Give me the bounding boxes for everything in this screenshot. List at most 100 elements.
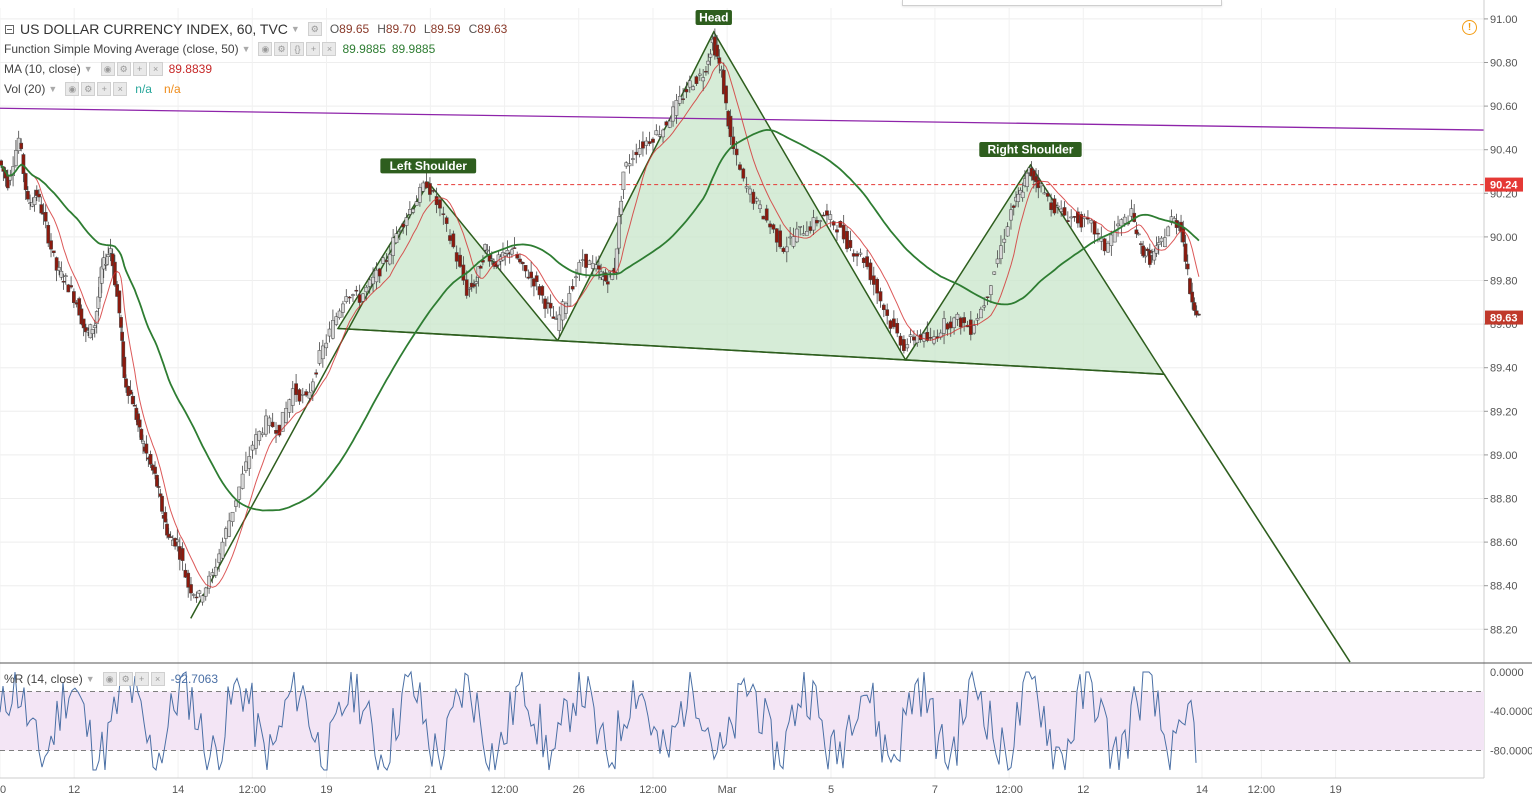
candle-up	[697, 73, 702, 76]
close-icon[interactable]: ×	[113, 82, 128, 96]
chevron-down-icon[interactable]: ▼	[85, 674, 95, 684]
candle-up	[748, 188, 752, 195]
candle-down	[128, 389, 133, 395]
close-value: 89.63	[477, 22, 508, 36]
candle-up	[744, 186, 749, 189]
gear-icon[interactable]: ⚙	[274, 42, 289, 56]
low-value: 89.59	[430, 22, 461, 36]
candle-down	[122, 356, 127, 378]
gear-icon[interactable]: ⚙	[118, 672, 133, 686]
candle-down	[841, 224, 846, 240]
candle-down	[851, 253, 856, 257]
candle-up	[485, 249, 490, 252]
candle-up	[952, 317, 956, 328]
chevron-down-icon[interactable]: ▼	[83, 64, 93, 74]
candle-up	[619, 200, 624, 215]
candle-down	[885, 309, 890, 316]
candle-down	[1185, 263, 1190, 270]
candle-down	[72, 291, 76, 303]
candle-down	[641, 141, 645, 149]
candle-down	[1092, 221, 1097, 235]
candle-down	[401, 223, 406, 228]
close-icon[interactable]: ×	[148, 62, 163, 76]
plus-icon[interactable]: +	[306, 42, 321, 56]
candle-down	[738, 164, 742, 170]
candle-up	[361, 293, 365, 302]
time-tick-label: 12:00	[239, 784, 267, 796]
price-tick-label: 88.60	[1490, 537, 1518, 549]
williams-r-title: %R (14, close)	[4, 672, 83, 686]
volume-value-2: n/a	[163, 82, 181, 96]
candle-down	[156, 486, 161, 488]
candle-up	[324, 342, 329, 349]
candle-up	[227, 520, 232, 537]
candle-up	[334, 316, 339, 325]
candle-down	[77, 298, 82, 316]
candle-up	[267, 417, 272, 426]
candle-up	[691, 86, 695, 91]
candle-up	[197, 590, 202, 594]
candle-down	[441, 213, 446, 215]
candle-up	[617, 216, 621, 249]
candle-up	[1009, 209, 1013, 221]
eye-icon[interactable]: ◉	[65, 82, 80, 96]
candle-down	[1197, 313, 1201, 316]
candle-down	[728, 115, 733, 138]
candle-up	[260, 432, 265, 435]
candle-up	[213, 566, 218, 576]
open-value: 89.65	[339, 22, 370, 36]
chevron-down-icon[interactable]: ▼	[48, 84, 58, 94]
candle-up	[104, 264, 108, 266]
candle-down	[160, 495, 164, 512]
candle-down	[1034, 175, 1038, 182]
code-icon[interactable]: {}	[290, 42, 305, 56]
candle-up	[922, 333, 926, 342]
candle-down	[551, 316, 556, 319]
candle-down	[472, 284, 476, 287]
candle-down	[881, 304, 886, 311]
williams-r-tick-label: 0.0000	[1490, 667, 1524, 679]
candle-down	[354, 289, 359, 292]
candle-down	[478, 265, 483, 269]
candle-down	[66, 284, 71, 293]
candle-down	[132, 405, 137, 407]
close-icon[interactable]: ×	[322, 42, 337, 56]
candle-down	[120, 331, 124, 341]
gear-icon[interactable]: ⚙	[81, 82, 96, 96]
candle-up	[587, 260, 592, 265]
plus-icon[interactable]: +	[97, 82, 112, 96]
price-tick-label: 90.40	[1490, 145, 1518, 157]
price-tick-label: 89.00	[1490, 450, 1518, 462]
eye-icon[interactable]: ◉	[100, 62, 115, 76]
candle-down	[684, 89, 689, 93]
gear-icon[interactable]: ⚙	[307, 22, 322, 36]
candle-down	[584, 253, 588, 268]
candle-up	[580, 259, 585, 261]
gear-icon[interactable]: ⚙	[116, 62, 131, 76]
chevron-down-icon[interactable]: ▼	[290, 24, 300, 34]
candle-down	[119, 317, 123, 328]
candle-up	[1119, 219, 1124, 227]
exclamation-circle-icon[interactable]: !	[1462, 20, 1477, 35]
candle-down	[518, 258, 522, 263]
plus-icon[interactable]: +	[134, 672, 149, 686]
candle-up	[791, 236, 796, 247]
collapse-square-icon[interactable]	[5, 24, 14, 34]
sma50-title: Function Simple Moving Average (close, 5…	[4, 42, 239, 56]
candle-down	[61, 281, 66, 283]
candle-up	[1136, 233, 1141, 236]
close-icon[interactable]: ×	[150, 672, 165, 686]
eye-icon[interactable]: ◉	[102, 672, 117, 686]
candle-up	[223, 528, 228, 539]
eye-icon[interactable]: ◉	[258, 42, 273, 56]
candle-down	[54, 257, 59, 271]
candle-up	[284, 408, 288, 423]
time-tick-label: 5	[828, 784, 834, 796]
plus-icon[interactable]: +	[132, 62, 147, 76]
chevron-down-icon[interactable]: ▼	[241, 44, 251, 54]
candle-up	[677, 96, 682, 104]
candle-up	[805, 231, 809, 236]
candle-up	[57, 267, 61, 271]
